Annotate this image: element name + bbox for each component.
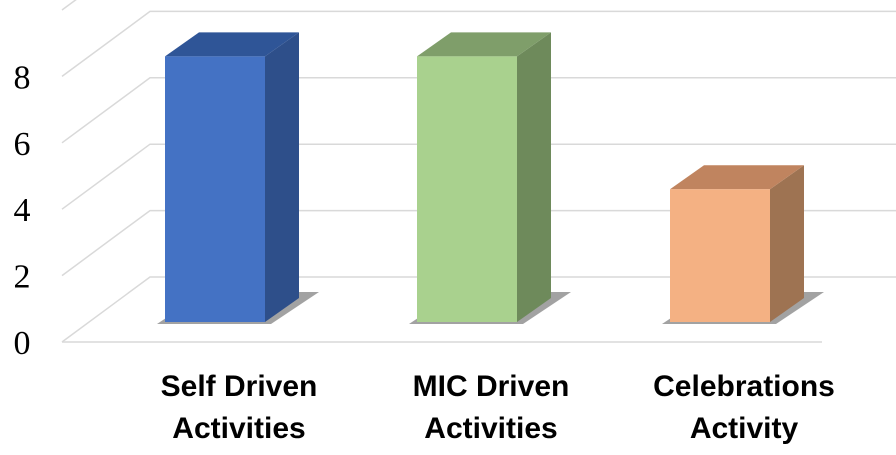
y-tick-label: 4 <box>14 192 31 229</box>
y-tick-label: 8 <box>14 59 31 96</box>
bar-side <box>265 32 299 323</box>
x-tick-label: Celebrations <box>653 370 835 403</box>
bar <box>670 189 770 322</box>
gridline <box>61 0 77 11</box>
x-tick-label: Activities <box>424 412 557 445</box>
y-tick-label: 6 <box>14 126 31 163</box>
y-tick-label: 2 <box>14 259 31 296</box>
y-tick-label: 0 <box>14 325 31 362</box>
gridline <box>61 209 896 277</box>
bar <box>165 56 265 323</box>
gridline <box>61 77 896 144</box>
x-tick-label: Activity <box>690 412 799 445</box>
gridline <box>61 143 896 210</box>
bar <box>417 56 517 323</box>
gridline <box>61 276 896 343</box>
y-axis-ticks: 0 2 4 6 8 <box>14 59 31 362</box>
bar-side <box>517 32 551 323</box>
bar-top <box>165 32 299 57</box>
x-tick-label: Activities <box>172 412 305 445</box>
x-tick-label: MIC Driven <box>413 370 570 403</box>
x-axis-labels: Self Driven Activities MIC Driven Activitie… <box>161 370 835 445</box>
x-tick-label: Self Driven <box>161 370 318 403</box>
bar-top <box>417 32 551 57</box>
bar-top <box>670 165 804 190</box>
bars <box>165 32 804 323</box>
gridline <box>61 10 896 78</box>
gridlines <box>61 0 896 343</box>
bar-side <box>770 165 804 322</box>
